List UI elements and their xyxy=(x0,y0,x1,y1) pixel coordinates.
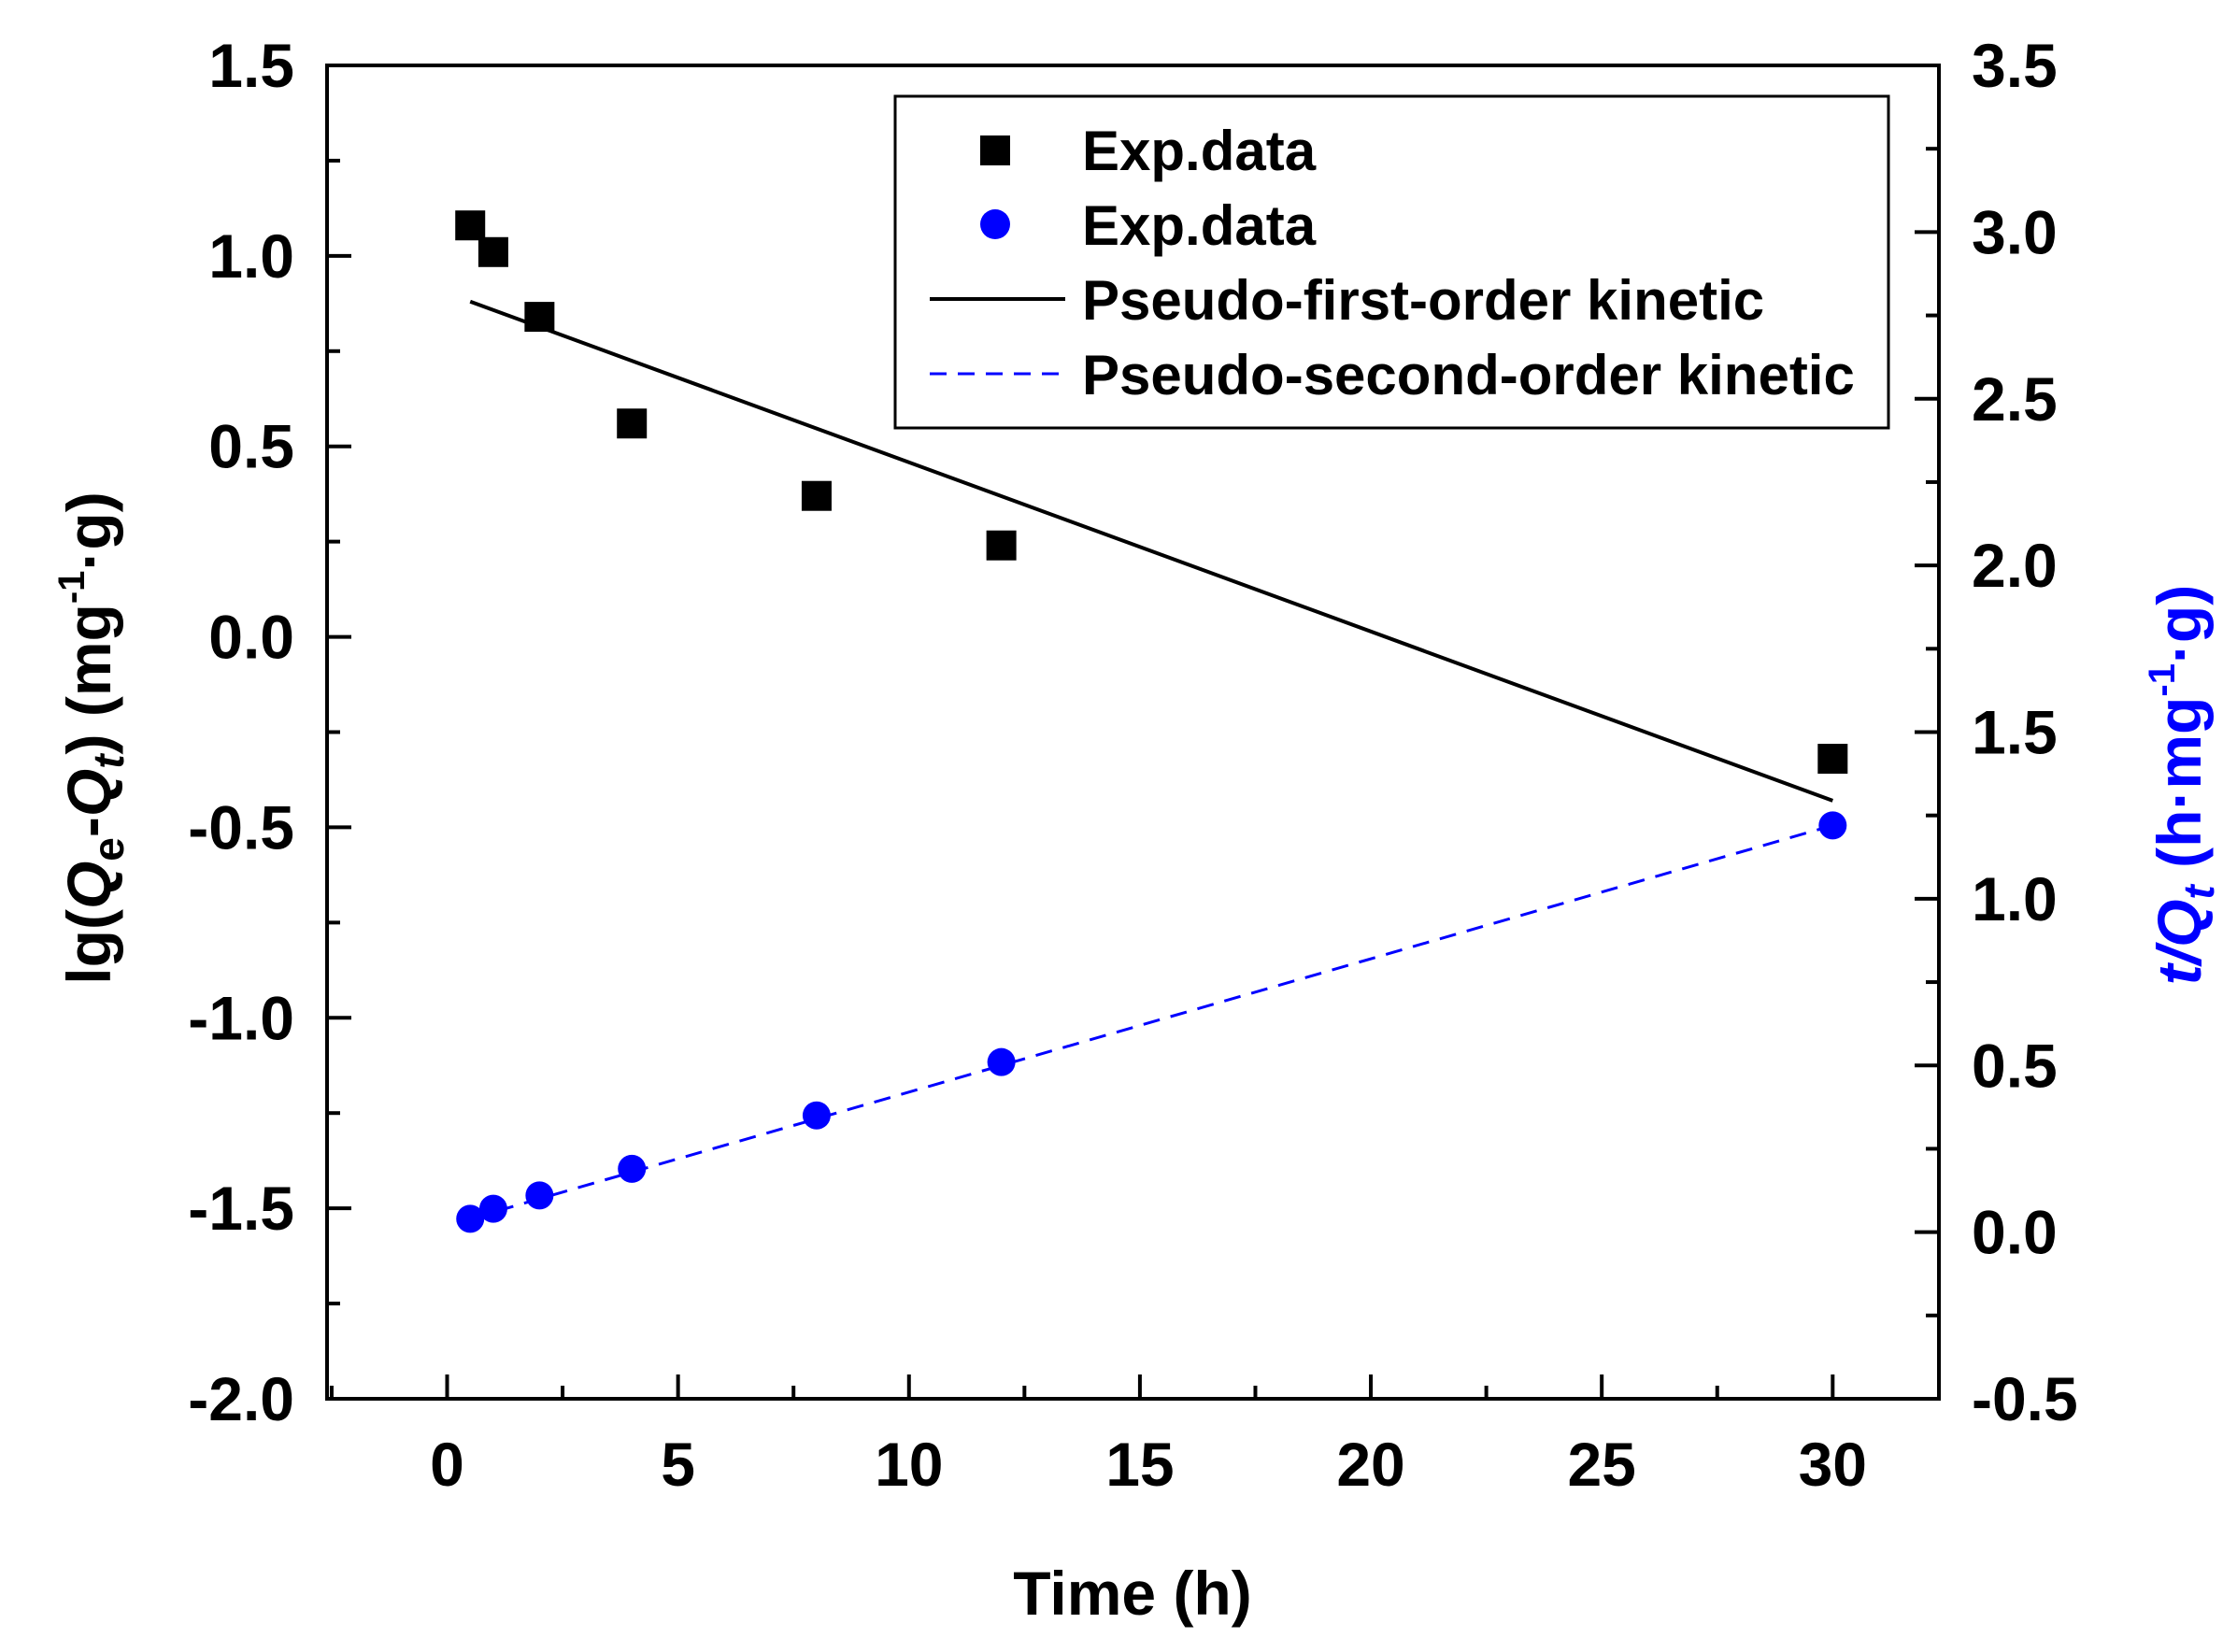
y-right-tick-label: 0.5 xyxy=(1972,1031,2058,1100)
y-left-title-prefix: lg( xyxy=(54,909,123,985)
x-axis-title: Time (h) xyxy=(1013,1559,1251,1628)
exp-data-circle-point xyxy=(1818,811,1847,840)
exp-data-square-point xyxy=(455,210,486,241)
y-left-title-q2: Q xyxy=(54,769,123,817)
legend-circle-icon xyxy=(980,209,1010,239)
exp-data-square-point xyxy=(1817,744,1848,775)
x-tick-label: 25 xyxy=(1567,1430,1635,1499)
legend: Exp.data Exp.data Pseudo-first-order kin… xyxy=(893,94,1890,430)
y-right-tick-label: 2.0 xyxy=(1972,531,2058,600)
legend-box xyxy=(893,94,1890,430)
exp-data-circle-point xyxy=(525,1181,554,1210)
y-right-tick-labels: 3.5 3.0 2.5 2.0 1.5 1.0 0.5 0.0 -0.5 xyxy=(1972,31,2078,1433)
x-tick-label: 5 xyxy=(661,1430,695,1499)
exp-data-square-point xyxy=(986,530,1017,561)
y-left-tick-label: -1.0 xyxy=(188,983,294,1052)
exp-data-circle-point xyxy=(802,1101,831,1130)
x-tick-label: 30 xyxy=(1799,1430,1867,1499)
y-left-title-t: t xyxy=(84,753,133,769)
exp-data-square-point xyxy=(617,408,648,439)
legend-label-exp-second: Exp.data xyxy=(1082,194,1317,257)
y-left-tick-label: 1.5 xyxy=(208,31,294,100)
y-right-title-q: Q xyxy=(2144,900,2214,947)
x-tick-label: 15 xyxy=(1105,1430,1174,1499)
y-right-title-sup: -1 xyxy=(2142,663,2183,697)
y-right-tick-label: -0.5 xyxy=(1972,1364,2078,1433)
exp-data-square-point xyxy=(477,236,508,267)
exp-data-circle-point xyxy=(987,1047,1016,1076)
exp-data-circle-point xyxy=(478,1194,507,1223)
y-right-title-end: ·g) xyxy=(2144,585,2214,663)
legend-label-first-order: Pseudo-first-order kinetic xyxy=(1082,269,1764,332)
x-tick-label: 10 xyxy=(875,1430,943,1499)
y-right-title-mid: (h·mg xyxy=(2144,697,2214,886)
fit-lines xyxy=(469,299,1834,1220)
x-tick-label: 20 xyxy=(1336,1430,1404,1499)
y-left-title-dash: - xyxy=(54,817,123,837)
exp-data-square-point xyxy=(524,302,555,333)
y-left-tick-label: -0.5 xyxy=(188,792,294,862)
exp-data-circle-point xyxy=(456,1204,485,1233)
y-left-title-end: ·g) xyxy=(54,491,123,570)
y-left-tick-label: 1.0 xyxy=(208,221,294,291)
y-left-tick-label: -2.0 xyxy=(188,1364,294,1433)
y-right-axis-title: t/Qt (h·mg-1·g) xyxy=(2142,585,2223,985)
x-tick-labels: 0 5 10 15 20 25 30 xyxy=(430,1430,1867,1499)
pseudo-second-order-line xyxy=(469,823,1833,1220)
exp-data-square-point xyxy=(801,480,832,511)
legend-label-second-order: Pseudo-second-order kinetic xyxy=(1082,344,1855,406)
data-markers xyxy=(455,210,1848,1233)
x-tick-label: 0 xyxy=(430,1430,464,1499)
y-left-title-q: Q xyxy=(54,862,123,909)
y-right-tick-label: 1.0 xyxy=(1972,864,2058,933)
y-right-title-t: t/ xyxy=(2144,941,2214,985)
pseudo-first-order-line xyxy=(469,299,1834,803)
y-left-tick-label: 0.5 xyxy=(208,412,294,481)
y-right-title-sub: t xyxy=(2174,884,2223,900)
y-left-axis-title: lg(Qe-Qt) (mg-1·g) xyxy=(51,491,133,984)
legend-label-exp-first: Exp.data xyxy=(1082,120,1317,182)
y-right-tick-label: 3.0 xyxy=(1972,197,2058,266)
y-right-tick-label: 2.5 xyxy=(1972,364,2058,434)
y-left-title-suffix: ) (mg xyxy=(54,604,123,754)
axis-ticks xyxy=(327,64,1939,1401)
exp-data-circle-point xyxy=(618,1154,647,1183)
y-left-tick-label: 0.0 xyxy=(208,603,294,672)
legend-square-icon xyxy=(980,135,1010,165)
y-left-title-sup: -1 xyxy=(51,571,93,605)
y-right-tick-label: 0.0 xyxy=(1972,1198,2058,1267)
y-left-tick-label: -1.5 xyxy=(188,1174,294,1243)
y-left-title-e: e xyxy=(84,837,133,862)
y-left-tick-labels: 1.5 1.0 0.5 0.0 -0.5 -1.0 -1.5 -2.0 xyxy=(188,31,294,1433)
y-right-tick-label: 1.5 xyxy=(1972,698,2058,767)
y-right-tick-label: 3.5 xyxy=(1972,31,2058,100)
